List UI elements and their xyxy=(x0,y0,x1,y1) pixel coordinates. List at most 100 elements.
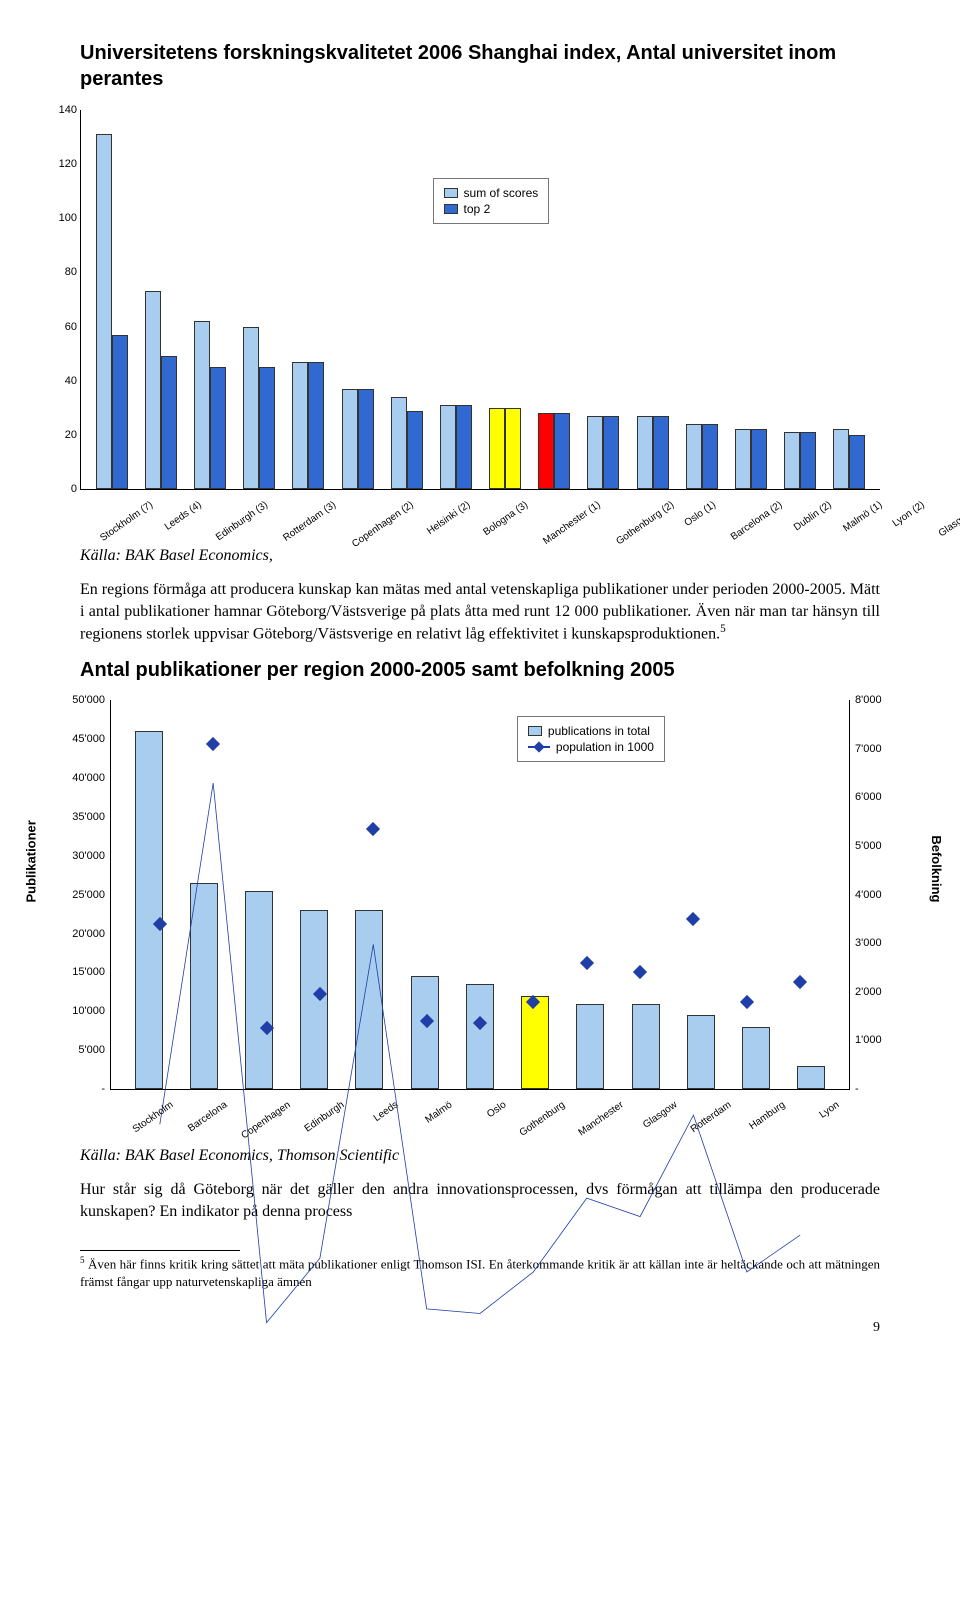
chart2-xlabel: Glasgow xyxy=(634,1096,685,1136)
chart1-bar-sum xyxy=(587,416,603,489)
chart1-ytick: 20 xyxy=(43,429,77,441)
chart1-bar-group xyxy=(185,110,234,489)
chart1-bar-top2 xyxy=(161,356,177,489)
chart2-bar xyxy=(135,731,163,1089)
chart2-yleft-tick: 30'000 xyxy=(59,850,105,862)
chart1-bar-top2 xyxy=(751,429,767,489)
chart1-bar-sum xyxy=(735,429,751,489)
chart1-bar-top2 xyxy=(407,411,423,490)
chart2-bar xyxy=(355,910,383,1089)
chart1-bar-top2 xyxy=(308,362,324,489)
chart1-bar-top2 xyxy=(603,416,619,489)
chart2-yright-tick: 4'000 xyxy=(855,889,901,901)
chart2-bar xyxy=(466,984,494,1089)
chart1-ytick: 60 xyxy=(43,321,77,333)
chart1-xlabel: Gothenburg (2) xyxy=(615,496,682,547)
chart1-bar-sum xyxy=(489,408,505,489)
chart1-ytick: 40 xyxy=(43,375,77,387)
footnote: 5 Även här finns kritik kring sättet att… xyxy=(80,1255,880,1290)
chart2-yleft-tick: 15'000 xyxy=(59,966,105,978)
chart1-xlabel: Stockholm (7) xyxy=(98,496,160,544)
chart2-yaxis-right: -1'0002'0003'0004'0005'0006'0007'0008'00… xyxy=(855,700,901,1089)
chart1-bar-top2 xyxy=(259,367,275,489)
chart2-xlabel: Rotterdam xyxy=(688,1096,739,1136)
chart1-ytick: 80 xyxy=(43,266,77,278)
chart1-bar-group xyxy=(579,110,628,489)
chart2-yleft-tick: 45'000 xyxy=(59,733,105,745)
paragraph-1-text: En regions förmåga att producera kunskap… xyxy=(80,581,880,643)
chart1-xlabel: Helsinki (2) xyxy=(425,496,477,537)
chart1-bar-sum xyxy=(440,405,456,489)
chart1-bar-group xyxy=(628,110,677,489)
chart2-title: Antal publikationer per region 2000-2005… xyxy=(80,659,880,682)
chart1-xlabel: Manchester (1) xyxy=(541,496,607,547)
chart2-xlabel: Leeds xyxy=(355,1096,406,1136)
chart2-bar xyxy=(245,891,273,1089)
chart2-yleft-tick: 20'000 xyxy=(59,928,105,940)
chart2-bar xyxy=(687,1015,715,1089)
chart2-yright-tick: 5'000 xyxy=(855,840,901,852)
chart2-xlabel: Hamburg xyxy=(742,1096,793,1136)
chart2-yaxis-left-label: Publikationer xyxy=(24,820,39,902)
chart1-bar-top2 xyxy=(554,413,570,489)
chart2-yleft-tick: 25'000 xyxy=(59,889,105,901)
chart1-bar-top2 xyxy=(849,435,865,489)
chart1-bar-group xyxy=(481,110,530,489)
footnote-number: 5 xyxy=(80,1255,85,1265)
chart1-bar-group xyxy=(825,110,874,489)
chart1-xaxis: Stockholm (7)Leeds (4)Edinburgh (3)Rotte… xyxy=(80,496,880,507)
paragraph-1: En regions förmåga att producera kunskap… xyxy=(80,579,880,645)
chart2-yright-tick: 2'000 xyxy=(855,986,901,998)
footnote-ref: 5 xyxy=(720,623,726,635)
chart1-bar-sum xyxy=(96,134,112,489)
chart2-xlabel: Manchester xyxy=(576,1096,630,1138)
chart1-xlabel: Copenhagen (2) xyxy=(350,496,420,550)
chart1-bar-sum xyxy=(342,389,358,489)
chart1-bar-sum xyxy=(145,291,161,489)
chart1-bar-top2 xyxy=(702,424,718,489)
chart2-bar xyxy=(300,910,328,1089)
chart1-title: Universitetens forskningskvalitetet 2006… xyxy=(80,40,880,92)
chart1-bar-top2 xyxy=(800,432,816,489)
chart2-yright-tick: 8'000 xyxy=(855,694,901,706)
chart2-yleft-tick: 40'000 xyxy=(59,772,105,784)
chart2-xlabel: Oslo xyxy=(463,1096,514,1136)
chart2-plot: -5'00010'00015'00020'00025'00030'00035'0… xyxy=(110,700,850,1090)
chart1-bar-sum xyxy=(784,432,800,489)
chart1-bar-sum xyxy=(292,362,308,489)
chart2-yleft-tick: 10'000 xyxy=(59,1005,105,1017)
chart2-yleft-tick: 5'000 xyxy=(59,1044,105,1056)
chart1-bar-top2 xyxy=(653,416,669,489)
chart2-xlabel: Lyon xyxy=(796,1096,847,1136)
chart2-xlabel: Malmö xyxy=(409,1096,460,1136)
chart1-bar-sum xyxy=(391,397,407,489)
chart1-bar-sum xyxy=(194,321,210,489)
chart1-source: Källa: BAK Basel Economics, xyxy=(80,547,880,565)
chart2-yleft-tick: 35'000 xyxy=(59,811,105,823)
chart2-bars xyxy=(111,700,849,1089)
chart1-xlabel: Glasgow (1) xyxy=(936,496,960,539)
chart1-bars xyxy=(81,110,880,489)
chart2-yleft-tick: 50'000 xyxy=(59,694,105,706)
chart1-xlabel: Leeds (4) xyxy=(162,496,208,533)
chart1-xlabel: Oslo (1) xyxy=(683,496,723,529)
footnote-rule xyxy=(80,1250,240,1251)
chart1-yaxis: 020406080100120140 xyxy=(43,110,77,489)
chart2-yright-tick: - xyxy=(855,1083,901,1095)
chart2-xlabel: Stockholm xyxy=(130,1096,181,1136)
chart1-xlabel: Edinburgh (3) xyxy=(214,496,275,543)
chart1-ytick: 100 xyxy=(43,212,77,224)
chart1-ytick: 0 xyxy=(43,483,77,495)
chart1-bar-top2 xyxy=(112,335,128,489)
chart1-xlabel: Malmö (1) xyxy=(841,496,889,534)
chart1-xlabel: Dublin (2) xyxy=(792,496,839,533)
chart1-bar-group xyxy=(726,110,775,489)
chart1-ytick: 140 xyxy=(43,104,77,116)
footnote-text: Även här finns kritik kring sättet att m… xyxy=(80,1257,880,1289)
chart2-xlabel: Copenhagen xyxy=(239,1096,297,1141)
chart2-bar xyxy=(576,1004,604,1090)
chart1-xlabel: Barcelona (2) xyxy=(729,496,789,543)
chart1-plot: 020406080100120140 sum of scorestop 2 xyxy=(80,110,880,490)
chart2-xlabel: Gothenburg xyxy=(518,1096,572,1139)
chart1-bar-sum xyxy=(686,424,702,489)
